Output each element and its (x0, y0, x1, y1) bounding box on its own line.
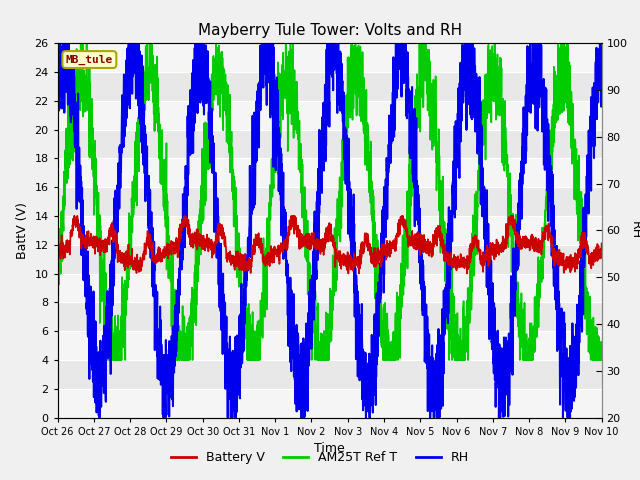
Bar (58, 216, 602, 245)
Bar (58, 101, 602, 130)
Bar (58, 43, 602, 72)
Legend: Battery V, AM25T Ref T, RH: Battery V, AM25T Ref T, RH (166, 446, 474, 469)
Y-axis label: RH: RH (628, 221, 640, 240)
Bar (58, 158, 602, 187)
Bar (58, 389, 602, 418)
Y-axis label: BattV (V): BattV (V) (16, 202, 29, 259)
Bar (58, 274, 602, 302)
X-axis label: Time: Time (314, 442, 345, 455)
Text: MB_tule: MB_tule (66, 54, 113, 65)
Bar (58, 331, 602, 360)
Title: Mayberry Tule Tower: Volts and RH: Mayberry Tule Tower: Volts and RH (198, 23, 461, 38)
